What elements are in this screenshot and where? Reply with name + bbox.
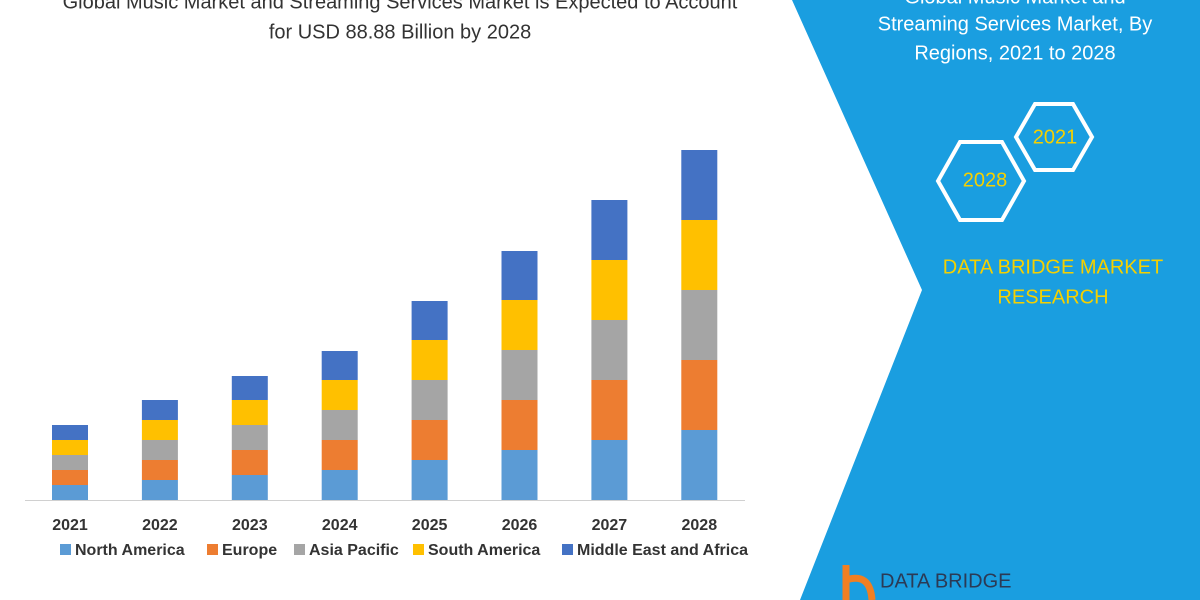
- x-tick-label: 2024: [322, 517, 358, 534]
- bar-segment: [52, 440, 88, 455]
- legend-swatch: [207, 544, 218, 555]
- legend-label: Europe: [222, 542, 277, 559]
- bar-segment: [411, 420, 448, 460]
- hexagon: [1013, 102, 1095, 172]
- bar-segment: [681, 290, 718, 360]
- bar-segment: [321, 440, 358, 470]
- bar-segment: [321, 351, 358, 380]
- bar-segment: [141, 460, 178, 480]
- bar-segment: [231, 376, 268, 400]
- bar-segment: [501, 300, 538, 350]
- bar-segment: [411, 340, 448, 380]
- bar-segment: [411, 380, 448, 420]
- x-tick-label: 2021: [52, 517, 88, 534]
- brand: RESEARCH: [997, 286, 1108, 308]
- bar-segment: [591, 260, 628, 320]
- bar-segment: [681, 360, 718, 430]
- bar-segment: [321, 380, 358, 410]
- brand: DATA BRIDGE MARKET: [943, 256, 1163, 278]
- bar-segment: [501, 350, 538, 400]
- bar-segment: [231, 475, 268, 500]
- bar-segment: [52, 485, 88, 500]
- bar-segment: [52, 470, 88, 485]
- bar-segment: [321, 410, 358, 440]
- x-tick-label: 2022: [142, 517, 178, 534]
- legend-swatch: [562, 544, 573, 555]
- panel-title: Streaming Services Market, By: [878, 13, 1153, 35]
- bar-segment: [141, 420, 178, 440]
- legend-label: Middle East and Africa: [577, 542, 748, 559]
- side-panel: [792, 0, 1200, 600]
- bar-segment: [411, 460, 448, 500]
- bar-segment: [411, 301, 448, 340]
- bar-segment: [52, 425, 88, 440]
- bar-segment: [141, 440, 178, 460]
- x-tick-label: 2025: [412, 517, 448, 534]
- hexagon-label: 2021: [1033, 126, 1078, 148]
- bar-segment: [501, 251, 538, 300]
- bar-segment: [321, 470, 358, 500]
- bar-segment: [141, 400, 178, 420]
- bar-segment: [591, 440, 628, 500]
- bar-segment: [501, 400, 538, 450]
- bar-segment: [591, 320, 628, 380]
- legend-swatch: [413, 544, 424, 555]
- bar-segment: [591, 380, 628, 440]
- bar-segment: [501, 450, 538, 500]
- bar-segment: [681, 150, 718, 220]
- hexagon-label: 2028: [963, 169, 1008, 191]
- hexagon: [935, 140, 1027, 222]
- bar-segment: [52, 455, 88, 470]
- chart-title: Global Music Market and Streaming Servic…: [63, 0, 738, 13]
- legend-label: South America: [428, 542, 540, 559]
- x-tick-label: 2023: [232, 517, 268, 534]
- panel-title: Regions, 2021 to 2028: [914, 42, 1115, 64]
- legend-label: Asia Pacific: [309, 542, 399, 559]
- bar-segment: [231, 450, 268, 475]
- legend-swatch: [294, 544, 305, 555]
- logo-text: DATA BRIDGE: [880, 570, 1012, 592]
- panel-title: Global Music Market and: [904, 0, 1125, 8]
- legend-swatch: [60, 544, 71, 555]
- bar-segment: [681, 430, 718, 500]
- x-tick-label: 2027: [592, 517, 628, 534]
- legend-label: North America: [75, 542, 185, 559]
- bar-segment: [231, 400, 268, 425]
- x-tick-label: 2026: [502, 517, 538, 534]
- bar-segment: [141, 480, 178, 500]
- chart-title: for USD 88.88 Billion by 2028: [269, 21, 531, 43]
- logo-icon: [842, 565, 876, 600]
- bar-segment: [681, 220, 718, 290]
- x-tick-label: 2028: [682, 517, 718, 534]
- bar-segment: [231, 425, 268, 450]
- bar-segment: [591, 200, 628, 260]
